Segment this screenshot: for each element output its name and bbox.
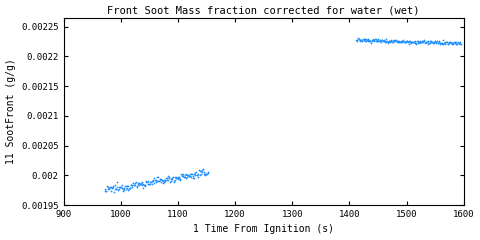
X-axis label: 1 Time From Ignition (s): 1 Time From Ignition (s) [193,224,334,234]
Title: Front Soot Mass fraction corrected for water (wet): Front Soot Mass fraction corrected for w… [108,6,420,16]
Y-axis label: 11 SootFront (g/g): 11 SootFront (g/g) [6,59,15,164]
